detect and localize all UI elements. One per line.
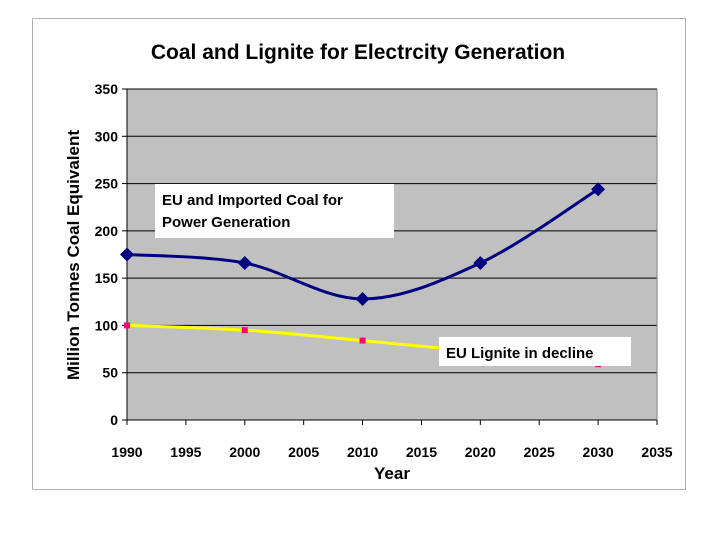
y-axis: 0 50 100 150 200 250 300 350 (95, 81, 128, 428)
x-tick-label: 1990 (111, 444, 142, 460)
x-tick-label: 2030 (583, 444, 614, 460)
x-tick-label: 1995 (170, 444, 201, 460)
gridlines (127, 88, 657, 374)
y-tick-label: 50 (102, 365, 118, 381)
x-tick-label: 2035 (641, 444, 672, 460)
x-axis: 1990 1995 2000 2005 2010 2015 2020 2025 2030 2035 (111, 89, 673, 460)
annotation-coal-line-2: Power Generation (162, 214, 290, 231)
annotation-coal-line-1: EU and Imported Coal for (162, 192, 343, 209)
y-tick-label: 250 (95, 176, 119, 192)
x-tick-label: 2000 (229, 444, 260, 460)
data-point-coal (237, 256, 252, 271)
x-tick-label: 2025 (524, 444, 555, 460)
data-point-coal (355, 291, 370, 306)
data-point-coal (120, 247, 134, 262)
annotation-lignite-line-1: EU Lignite in decline (446, 345, 594, 362)
plot-area (127, 89, 657, 420)
x-tick-label: 2010 (347, 444, 378, 460)
annotation-lignite-box (439, 337, 631, 366)
chart-title: Coal and Lignite for Electrcity Generati… (151, 41, 565, 64)
x-tick-label: 2005 (288, 444, 319, 460)
x-axis-title: Year (374, 464, 410, 483)
annotation-lignite: EU Lignite in decline (439, 337, 631, 366)
series-coal (120, 182, 606, 306)
y-tick-label: 350 (95, 81, 119, 97)
x-tick-label: 2020 (465, 444, 496, 460)
x-tick-label: 2015 (406, 444, 437, 460)
y-tick-label: 200 (95, 223, 119, 239)
data-point-lignite (241, 327, 248, 334)
y-tick-label: 100 (95, 317, 119, 333)
annotation-coal: EU and Imported Coal for Power Generatio… (155, 184, 394, 238)
y-axis-title: Million Tonnes Coal Equivalent (64, 130, 83, 380)
data-point-coal (591, 182, 606, 197)
y-tick-label: 150 (95, 270, 119, 286)
annotation-coal-box (155, 184, 394, 238)
data-point-lignite (359, 337, 366, 344)
y-tick-label: 0 (110, 412, 118, 428)
data-point-coal (473, 256, 488, 271)
data-point-lignite (124, 322, 130, 329)
y-tick-label: 300 (95, 128, 119, 144)
